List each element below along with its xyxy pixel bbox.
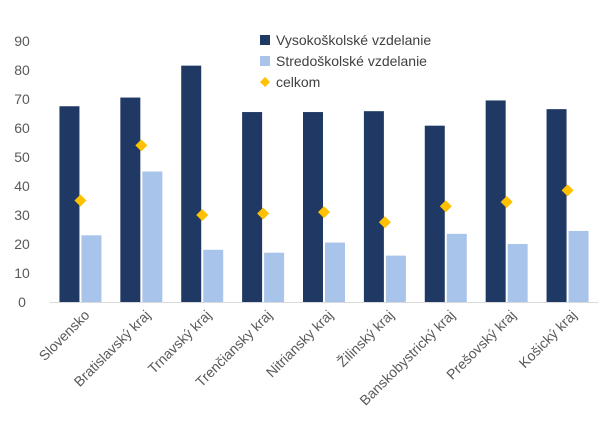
marker-celkom bbox=[196, 209, 209, 221]
bars bbox=[59, 65, 589, 303]
marker-celkom bbox=[500, 195, 513, 208]
legend-label: Vysokoškolské vzdelanie bbox=[276, 32, 431, 48]
bar-stredoskolske bbox=[81, 235, 102, 302]
bar-stredoskolske bbox=[203, 249, 224, 302]
y-tick-label: 50 bbox=[14, 149, 30, 165]
bar-vysokoskolske bbox=[181, 65, 202, 303]
legend-swatch bbox=[260, 77, 270, 87]
legend-label: Stredoškolské vzdelanie bbox=[276, 53, 427, 69]
y-tick-label: 60 bbox=[14, 120, 30, 136]
marker-celkom bbox=[378, 216, 391, 229]
marker-celkom bbox=[318, 206, 330, 219]
bar-stredoskolske bbox=[568, 230, 589, 302]
legend-label: celkom bbox=[276, 74, 320, 90]
bar-stredoskolske bbox=[264, 252, 285, 302]
bar-vysokoskolske bbox=[485, 100, 506, 302]
bar-vysokoskolske bbox=[242, 112, 263, 302]
bar-vysokoskolske bbox=[120, 97, 141, 302]
y-tick-label: 70 bbox=[14, 91, 30, 107]
marker-celkom bbox=[257, 207, 270, 220]
marker-celkom bbox=[439, 200, 452, 213]
legend-swatch bbox=[260, 56, 270, 66]
y-tick-label: 90 bbox=[14, 33, 30, 49]
bar-stredoskolske bbox=[325, 242, 345, 302]
y-tick-label: 40 bbox=[14, 178, 30, 194]
bar-vysokoskolske bbox=[303, 112, 323, 302]
bar-stredoskolske bbox=[385, 255, 406, 302]
bar-stredoskolske bbox=[142, 171, 163, 302]
bar-vysokoskolske bbox=[363, 111, 384, 303]
bar-vysokoskolske bbox=[546, 109, 567, 303]
marker-celkom bbox=[135, 139, 148, 152]
bar-vysokoskolske bbox=[59, 106, 80, 302]
bar-vysokoskolske bbox=[424, 125, 445, 303]
marker-celkom bbox=[74, 194, 87, 207]
y-tick-label: 10 bbox=[14, 265, 30, 281]
legend: Vysokoškolské vzdelanie Stredoškolské vzd… bbox=[260, 32, 431, 90]
category-label: Slovensko bbox=[36, 307, 93, 364]
category-label: Žilinský kraj bbox=[334, 307, 397, 370]
legend-swatch bbox=[260, 35, 270, 45]
y-tick-label: 30 bbox=[14, 207, 30, 223]
marker-celkom bbox=[561, 184, 574, 197]
category-label: Košický kraj bbox=[516, 307, 580, 371]
bar-stredoskolske bbox=[507, 244, 528, 302]
y-tick-label: 80 bbox=[14, 62, 30, 78]
y-tick-label: 0 bbox=[18, 294, 26, 310]
y-axis: 0 10 20 30 40 50 60 70 80 90 bbox=[14, 33, 598, 310]
bar-stredoskolske bbox=[446, 233, 467, 302]
markers bbox=[74, 139, 574, 229]
y-tick-label: 20 bbox=[14, 236, 30, 252]
